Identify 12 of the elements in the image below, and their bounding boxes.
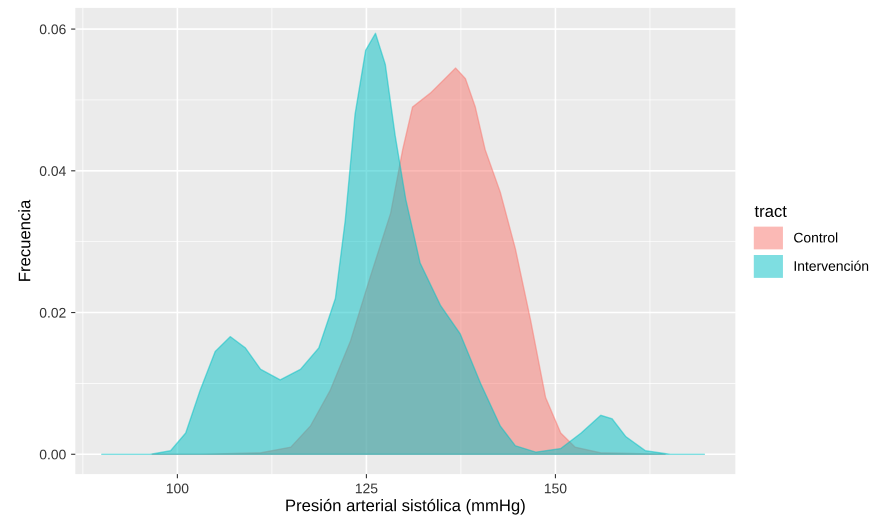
x-tick-label: 100 — [166, 484, 188, 494]
legend-title: tract — [754, 206, 787, 218]
y-axis-title: Frecuencia — [18, 200, 30, 281]
y-tick-label: 0.02 — [40, 308, 66, 318]
x-tick-label: 150 — [544, 484, 566, 494]
x-axis-title: Presión arterial sistólica (mmHg) — [286, 498, 525, 515]
legend-label: Intervención — [794, 260, 868, 271]
y-tick-label: 0.06 — [40, 24, 66, 34]
y-tick-label: 0.00 — [40, 450, 66, 460]
x-tick-label: 125 — [356, 484, 378, 494]
y-tick-label: 0.04 — [40, 166, 66, 176]
legend-label: Control — [794, 232, 838, 243]
